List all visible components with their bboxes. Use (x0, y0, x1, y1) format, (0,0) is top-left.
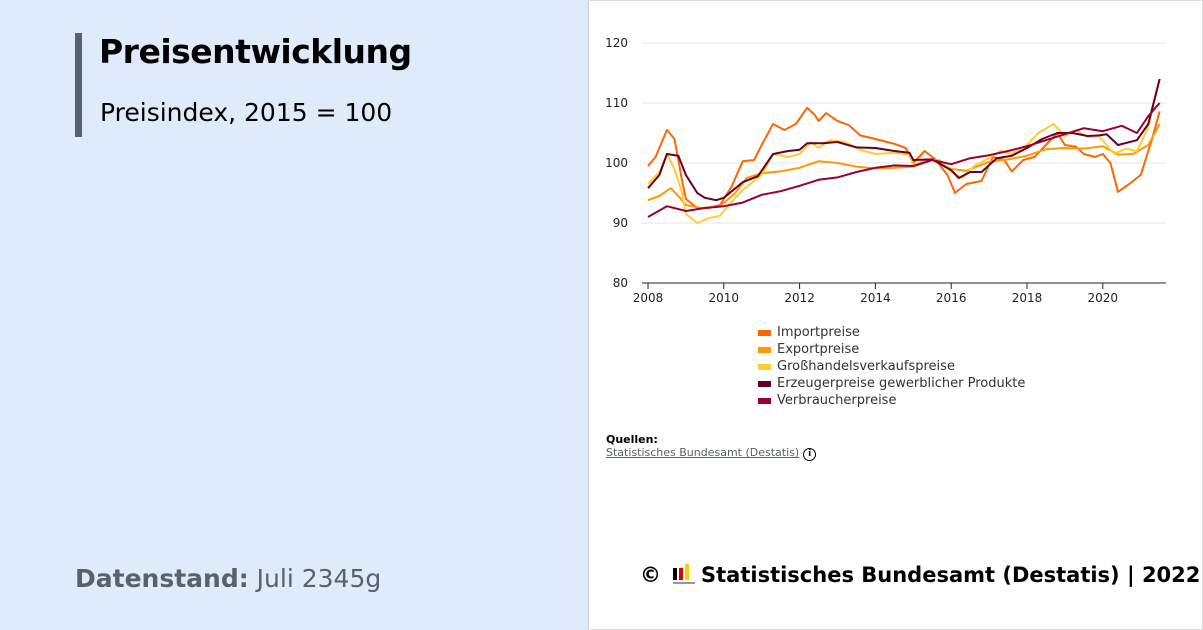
page-subtitle: Preisindex, 2015 = 100 (100, 98, 393, 127)
series-line-verbraucherpreise[interactable] (647, 102, 1161, 218)
data-date-value: Juli 2345g (256, 564, 382, 593)
series-line-importpreise[interactable] (647, 106, 1161, 209)
footer: © Statistisches Bundesamt (Destatis) | 2… (640, 563, 1200, 587)
sources-label: Quellen: (606, 433, 658, 446)
legend-item[interactable]: Importpreise (758, 324, 1025, 341)
chart-legend: Importpreise Exportpreise Großhandelsverka… (758, 324, 1025, 409)
y-tick-label: 90 (613, 216, 628, 230)
legend-label: Verbraucherpreise (777, 393, 897, 408)
page-title: Preisentwicklung (99, 32, 412, 71)
y-tick-label: 100 (605, 156, 628, 170)
x-tick-label: 2018 (1012, 291, 1043, 305)
destatis-logo (673, 564, 695, 584)
legend-label: Erzeugerpreise gewerblicher Produkte (777, 376, 1026, 391)
legend-item[interactable]: Exportpreise (758, 341, 1025, 358)
legend-swatch (758, 346, 771, 353)
y-tick-label: 110 (605, 96, 628, 110)
legend-item[interactable]: Verbraucherpreise (758, 392, 1025, 409)
data-date: Datenstand: Juli 2345g (75, 564, 381, 593)
title-panel: Preisentwicklung Preisindex, 2015 = 100 … (0, 0, 589, 630)
legend-label: Exportpreise (777, 342, 860, 357)
x-tick-label: 2008 (633, 291, 664, 305)
sources-link[interactable]: Statistisches Bundesamt (Destatis) (606, 446, 800, 459)
data-date-label: Datenstand: (75, 564, 249, 593)
sources: Quellen: Statistisches Bundesamt (Destat… (606, 433, 817, 461)
x-tick-label: 2012 (784, 291, 815, 305)
footer-text: Statistisches Bundesamt (Destatis) | 202… (701, 563, 1201, 587)
legend-swatch (758, 363, 771, 370)
y-tick-label: 120 (605, 36, 628, 50)
copyright-symbol: © (640, 563, 661, 587)
info-icon[interactable]: i (803, 448, 817, 461)
legend-item[interactable]: Erzeugerpreise gewerblicher Produkte (758, 375, 1025, 392)
title-accent-bar (75, 33, 82, 137)
y-tick-label: 80 (613, 276, 628, 290)
legend-label: Großhandelsverkaufspreise (777, 359, 955, 374)
x-tick-label: 2020 (1088, 291, 1119, 305)
line-chart: 80 90 100 110 120 2008 2010 2012 2014 2016 2018 202… (605, 36, 1166, 305)
x-tick-label: 2016 (936, 291, 967, 305)
legend-swatch (758, 380, 771, 387)
x-tick-label: 2014 (860, 291, 891, 305)
legend-item[interactable]: Großhandelsverkaufspreise (758, 358, 1025, 375)
legend-swatch (758, 329, 771, 336)
x-tick-label: 2010 (709, 291, 740, 305)
legend-swatch (758, 397, 771, 404)
series-line-erzeugerpreise-gewerblicher-produkte[interactable] (647, 78, 1161, 202)
legend-label: Importpreise (777, 325, 860, 340)
